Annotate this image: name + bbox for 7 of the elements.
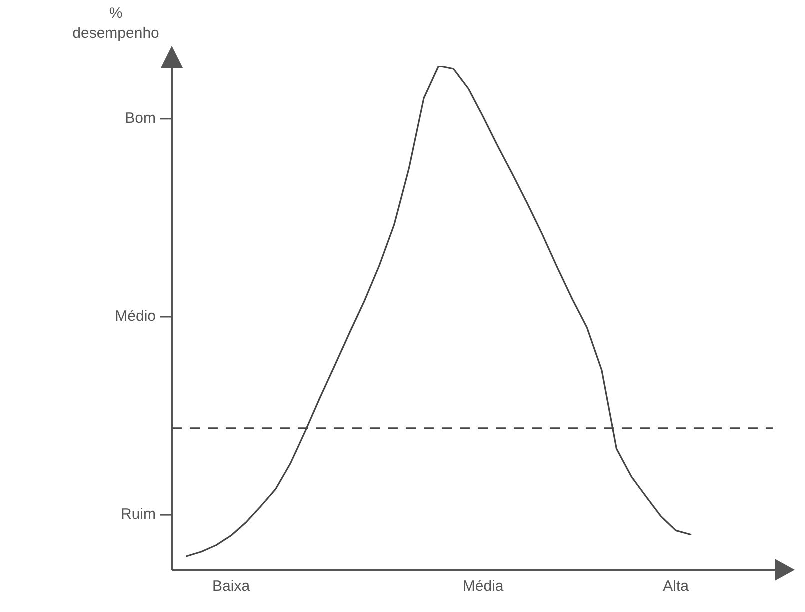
x-tick-label: Média [462, 578, 504, 596]
x-tick-label: Alta [663, 578, 690, 596]
text: Ruim [120, 506, 156, 524]
y-axis-title: % desempenho [72, 5, 160, 42]
text: Médio [115, 308, 156, 326]
text: Bom [125, 110, 156, 128]
x-tick-label: Baixa [212, 578, 251, 596]
